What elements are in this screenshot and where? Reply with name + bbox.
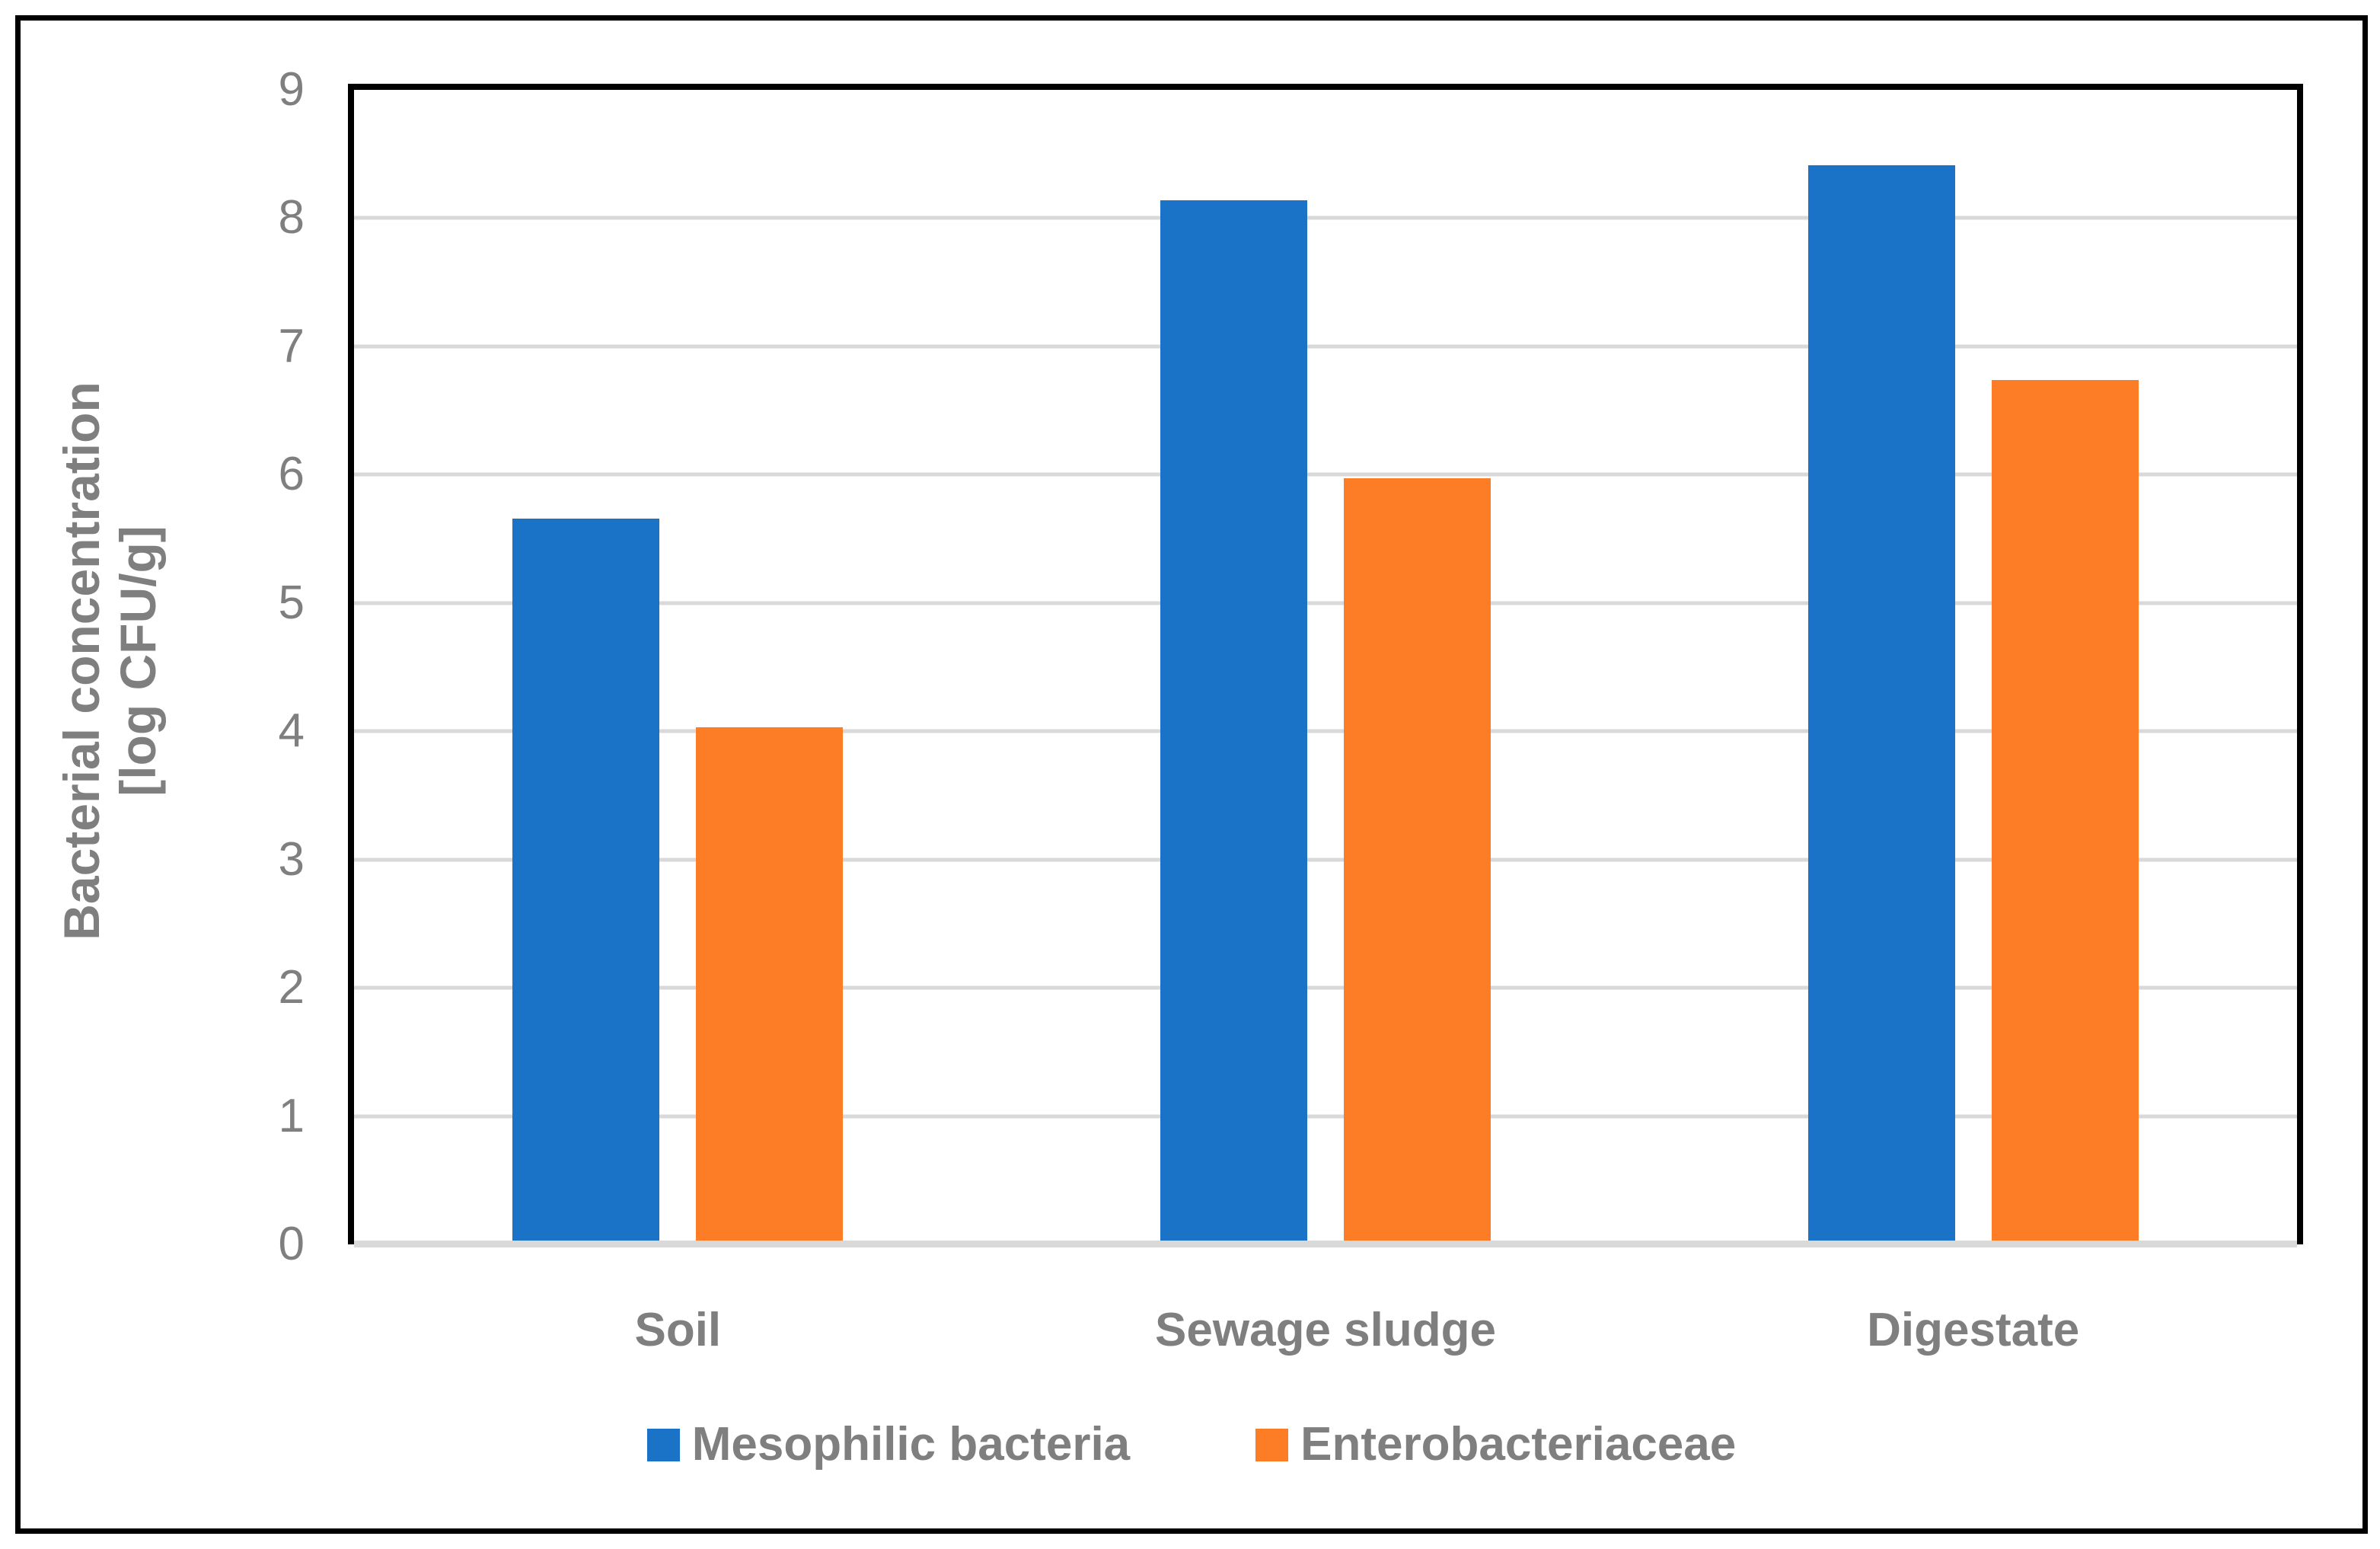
x-category-label-digestate: Digestate xyxy=(1867,1304,2080,1356)
x-category-label-sewage-sludge: Sewage sludge xyxy=(1155,1304,1496,1356)
y-tick-label-2: 2 xyxy=(278,961,305,1014)
legend-item-enterobacteriaceae: Enterobacteriaceae xyxy=(1255,1421,1736,1468)
y-tick-label-4: 4 xyxy=(278,704,305,758)
gridline-7 xyxy=(354,344,2297,349)
y-tick-label-7: 7 xyxy=(278,319,305,372)
legend-label-mesophilic-bacteria: Mesophilic bacteria xyxy=(691,1418,1131,1471)
y-tick-label-5: 5 xyxy=(278,576,305,629)
y-tick-label-8: 8 xyxy=(278,191,305,244)
y-tick-label-0: 0 xyxy=(278,1218,305,1270)
gridline-4 xyxy=(354,729,2297,733)
x-axis-baseline xyxy=(354,1241,2297,1247)
gridline-8 xyxy=(354,216,2297,220)
gridline-6 xyxy=(354,472,2297,477)
bar-enterobacteriaceae-soil xyxy=(696,727,844,1244)
x-category-label-soil: Soil xyxy=(634,1304,722,1356)
bar-mesophilic-bacteria-sewage-sludge xyxy=(1160,200,1307,1244)
gridline-3 xyxy=(354,858,2297,862)
y-tick-label-1: 1 xyxy=(278,1089,305,1142)
y-tick-label-3: 3 xyxy=(278,832,305,886)
legend-swatch-mesophilic-bacteria xyxy=(646,1428,680,1461)
legend: Mesophilic bacteria Enterobacteriaceae xyxy=(21,1421,2362,1468)
legend-item-mesophilic-bacteria: Mesophilic bacteria xyxy=(646,1418,1131,1471)
gridline-1 xyxy=(354,1114,2297,1119)
bar-enterobacteriaceae-sewage-sludge xyxy=(1344,478,1491,1244)
legend-swatch-enterobacteriaceae xyxy=(1255,1428,1289,1461)
y-tick-label-6: 6 xyxy=(278,448,305,501)
plot-area xyxy=(348,84,2303,1247)
y-axis-title-line1: Bacterial concentration xyxy=(53,382,110,941)
bar-mesophilic-bacteria-digestate xyxy=(1807,165,1955,1244)
bar-enterobacteriaceae-digestate xyxy=(1991,379,2139,1244)
gridline-2 xyxy=(354,985,2297,990)
gridline-5 xyxy=(354,601,2297,605)
y-tick-label-9: 9 xyxy=(278,63,305,116)
bar-mesophilic-bacteria-soil xyxy=(512,518,660,1244)
legend-label-enterobacteriaceae: Enterobacteriaceae xyxy=(1300,1418,1737,1471)
